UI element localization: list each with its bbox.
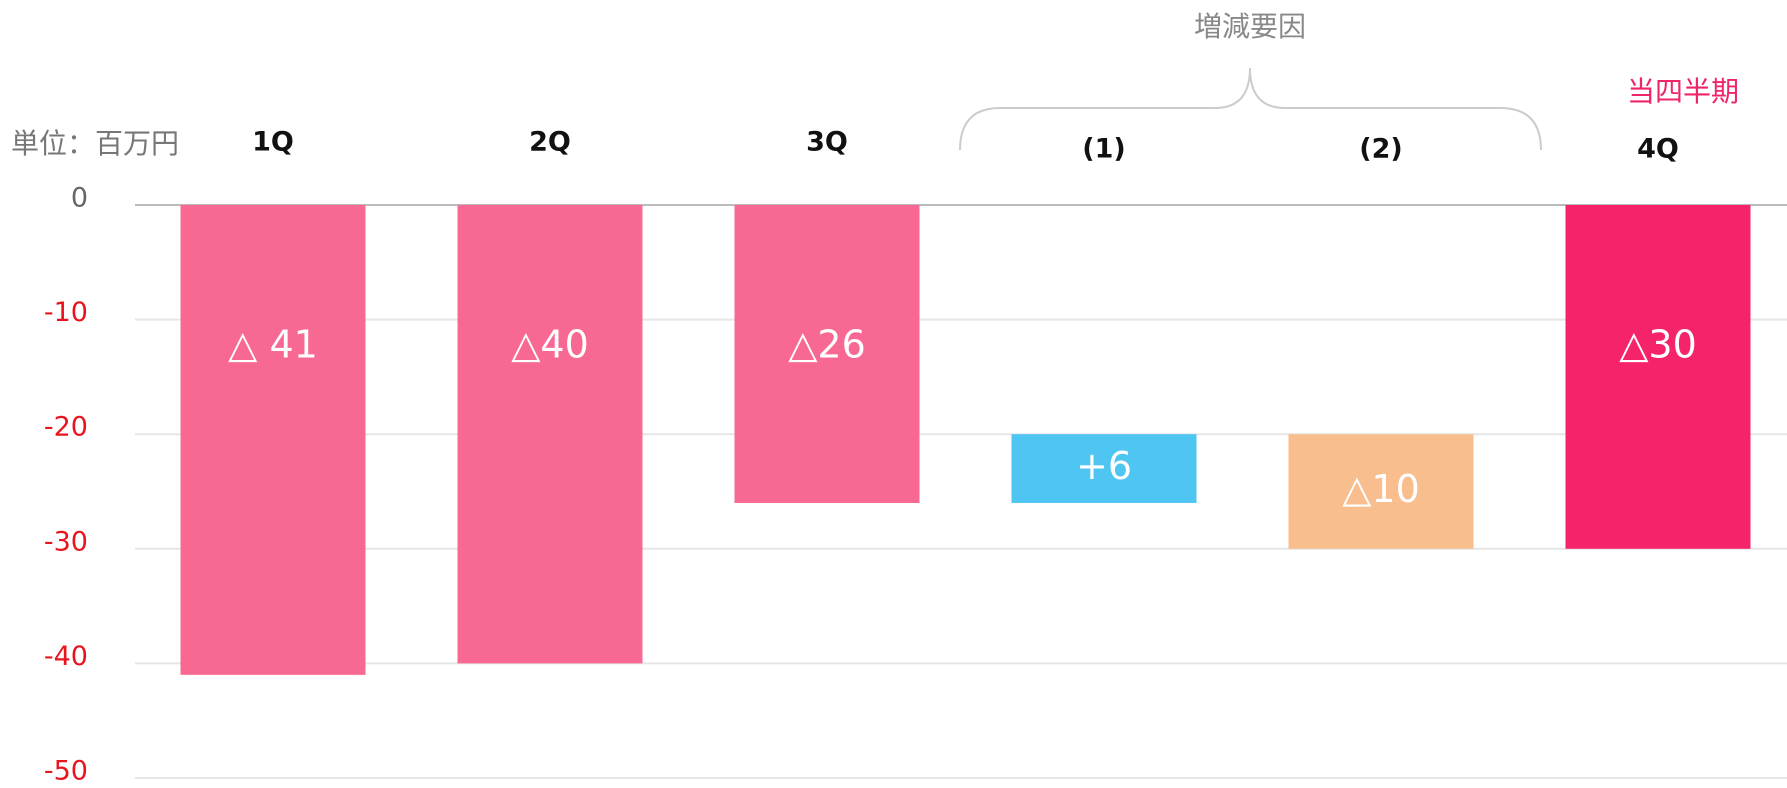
bar [1011, 434, 1197, 503]
bar [1565, 205, 1751, 549]
x-tick-label: 1Q [252, 127, 294, 158]
bar [180, 205, 366, 675]
y-tick-label: -50 [44, 756, 88, 787]
y-tick-label: -20 [44, 412, 88, 443]
value-label: △30 [1619, 323, 1697, 367]
x-tick-label: 3Q [806, 127, 848, 158]
value-label: △10 [1342, 467, 1420, 511]
value-label: +6 [1076, 444, 1132, 488]
bar [457, 205, 643, 664]
unit-label: 単位：百万円 [11, 127, 179, 160]
x-tick-label: (1) [1082, 134, 1125, 165]
bracket-label: 増減要因 [1194, 10, 1306, 43]
value-label: △ 41 [228, 323, 318, 367]
y-tick-label: -10 [44, 297, 88, 328]
value-label: △26 [788, 323, 866, 367]
bracket [959, 67, 1542, 151]
value-label: △40 [511, 323, 589, 367]
bar [1288, 434, 1474, 549]
y-tick-label: -40 [44, 641, 88, 672]
x-tick-label: 2Q [529, 127, 571, 158]
y-tick-label: -30 [44, 526, 88, 557]
y-tick-label: 0 [71, 183, 88, 214]
x-tick-label: 4Q [1637, 134, 1679, 165]
bar [734, 205, 920, 503]
x-tick-label: (2) [1359, 134, 1402, 165]
current-label: 当四半期 [1627, 75, 1739, 108]
